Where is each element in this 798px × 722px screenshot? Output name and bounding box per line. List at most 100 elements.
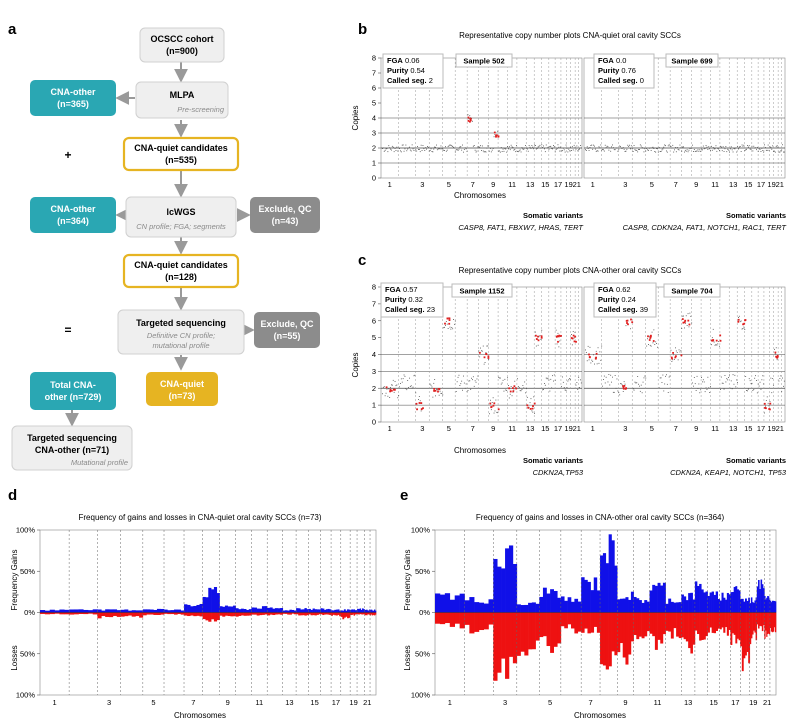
called-segment-point [675, 355, 677, 358]
cn-point [650, 150, 652, 151]
x-tick-label: 17 [332, 698, 340, 707]
cn-point [497, 412, 499, 414]
b1-fga-label: FGA [387, 56, 403, 65]
cn-point [509, 149, 511, 151]
cn-point [737, 382, 738, 383]
y-tick-label: 2 [372, 384, 376, 393]
cn-point [649, 344, 651, 346]
cn-point [654, 151, 656, 152]
cn-point [518, 150, 520, 152]
loss-bar [213, 612, 218, 622]
loss-bar [293, 612, 297, 615]
cn-point [529, 402, 531, 404]
cn-point [518, 387, 520, 388]
gain-bar [325, 609, 328, 613]
cn-point [409, 377, 410, 379]
gain-bar [211, 589, 215, 613]
loss-bar [584, 612, 588, 629]
cn-point [392, 146, 394, 148]
cn-point [708, 146, 710, 148]
cn-point [658, 147, 660, 148]
loss-bar [347, 612, 349, 619]
gain-bar [193, 605, 197, 613]
cn-point [481, 145, 483, 147]
loss-bar [54, 612, 60, 614]
loss-bar [324, 612, 327, 615]
cn-point [673, 354, 675, 356]
cn-point [756, 147, 758, 148]
cn-point [709, 148, 711, 150]
x-tick-label: 3 [623, 180, 627, 189]
gain-bar [474, 602, 480, 613]
gain-bar [584, 579, 588, 613]
box-cna-quiet-candidates-2: CNA-quiet candidates (n=128) [122, 253, 240, 289]
loss-bar [649, 612, 653, 634]
x-tick-label: 9 [694, 180, 698, 189]
gain-bar [719, 600, 722, 613]
cn-point [502, 379, 504, 381]
loss-bar [282, 612, 286, 614]
cn-point [603, 379, 604, 380]
gain-bar [717, 599, 721, 613]
loss-bar [703, 612, 706, 640]
cn-point [777, 146, 779, 148]
gain-bar [535, 603, 540, 613]
gain-bar [703, 592, 706, 613]
cn-point [494, 410, 496, 412]
cn-point [770, 147, 772, 148]
cn-point [577, 389, 579, 390]
cn-point [600, 359, 602, 361]
cn-point [397, 397, 399, 399]
panel-d-letter: d [8, 487, 17, 504]
cn-point [510, 144, 512, 146]
loss-bar [354, 612, 357, 615]
gain-bar [339, 610, 342, 613]
cn-point [718, 148, 720, 150]
cn-point [712, 147, 714, 148]
cn-point [586, 360, 588, 362]
gain-bar [251, 607, 255, 613]
cn-point [605, 376, 607, 378]
cn-point [722, 146, 724, 148]
total-other-title1: Total CNA- [50, 380, 96, 390]
loss-bar [187, 612, 191, 617]
called-segment-point [588, 353, 590, 356]
cna-quiet-count: (n=73) [169, 391, 196, 401]
cn-point [630, 328, 631, 330]
loss-bar [721, 612, 724, 628]
gain-bar [177, 609, 181, 613]
gain-bar [304, 608, 307, 613]
gain-bar [741, 598, 744, 613]
cn-point [558, 346, 560, 348]
gain-bar [759, 589, 761, 613]
cn-point [591, 359, 593, 361]
gain-bar [630, 591, 634, 613]
cn-point [429, 150, 431, 151]
cn-point [388, 388, 390, 390]
cn-point [522, 148, 524, 150]
cn-point [782, 144, 783, 146]
loss-bar [581, 612, 585, 633]
called-segment-point [448, 319, 451, 321]
loss-bar [717, 612, 721, 629]
cn-point [550, 145, 552, 147]
gain-bar [146, 609, 151, 613]
cn-point [501, 151, 503, 152]
gain-bar [274, 608, 278, 613]
gain-bar [227, 606, 231, 613]
cn-point [574, 147, 576, 149]
cn-point [545, 377, 547, 379]
cn-point [528, 406, 530, 408]
b1-called-label: Called seg. [387, 76, 427, 85]
targeted-title: Targeted sequencing [136, 318, 226, 328]
cn-point [713, 341, 715, 343]
cn-point [779, 378, 781, 379]
y-tick-label: 4 [372, 350, 376, 359]
called-segment-point [650, 334, 652, 337]
cn-point [490, 151, 492, 153]
b1-purity-line: Purity 0.54 [387, 66, 425, 75]
cn-point [406, 389, 408, 391]
cn-point [681, 150, 683, 152]
cn-point [629, 144, 630, 146]
